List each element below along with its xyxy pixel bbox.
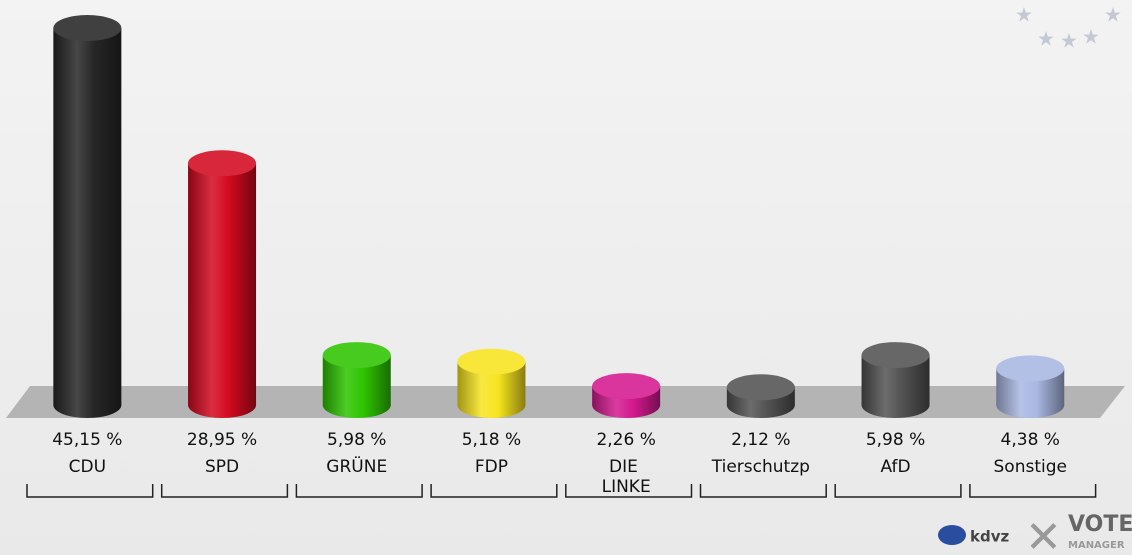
bar-top (861, 342, 930, 369)
category-bracket (565, 484, 693, 498)
category-label: GRÜNE (326, 455, 387, 477)
category-label: SPD (205, 457, 239, 477)
value-label: 4,38 % (1001, 430, 1060, 450)
floor (6, 386, 1125, 418)
bar-top (188, 150, 257, 177)
bar (53, 28, 122, 405)
value-label: 2,12 % (731, 430, 790, 450)
value-label: 5,98 % (327, 430, 386, 450)
value-label: 45,15 % (52, 430, 122, 450)
category-label: Tierschutzp (711, 457, 810, 477)
value-label: 5,18 % (462, 430, 521, 450)
svg-text:★: ★ (1015, 3, 1033, 27)
logo-x: ✕ (1025, 512, 1062, 555)
category-bracket (430, 484, 558, 498)
logo-left: kdvz (970, 528, 1009, 546)
logo-sub: MANAGER (1068, 540, 1125, 551)
svg-text:★: ★ (1082, 25, 1100, 49)
bar-top (322, 342, 391, 369)
category-bracket (295, 484, 423, 498)
category-label: FDP (475, 457, 508, 477)
stars: ★★ ★ ★ ★ (1015, 3, 1122, 53)
category-bracket (699, 484, 827, 498)
bar-top (457, 348, 526, 375)
value-label: 2,26 % (596, 430, 655, 450)
category-label: Sonstige (994, 457, 1067, 477)
logo-ball (938, 525, 966, 545)
category-label: DIE LINKE (602, 457, 651, 497)
category-label: CDU (69, 457, 106, 477)
bar-top (996, 355, 1065, 382)
category-bracket (834, 484, 962, 498)
bar (188, 163, 257, 405)
svg-text:★: ★ (1104, 3, 1122, 27)
category-bracket (160, 484, 289, 498)
svg-text:★: ★ (1060, 29, 1078, 53)
value-label: 28,95 % (187, 430, 257, 450)
svg-text:★: ★ (1037, 27, 1055, 51)
category-bracket (969, 484, 1097, 498)
category-label: AfD (880, 457, 910, 477)
bar-top (592, 373, 661, 400)
logo: kdvz ✕ VOTE MANAGER (938, 512, 1132, 555)
category-bracket (26, 484, 154, 498)
value-label: 5,98 % (866, 430, 925, 450)
bar-top (726, 374, 795, 401)
bar-top (53, 15, 122, 41)
logo-right: VOTE (1068, 512, 1132, 537)
